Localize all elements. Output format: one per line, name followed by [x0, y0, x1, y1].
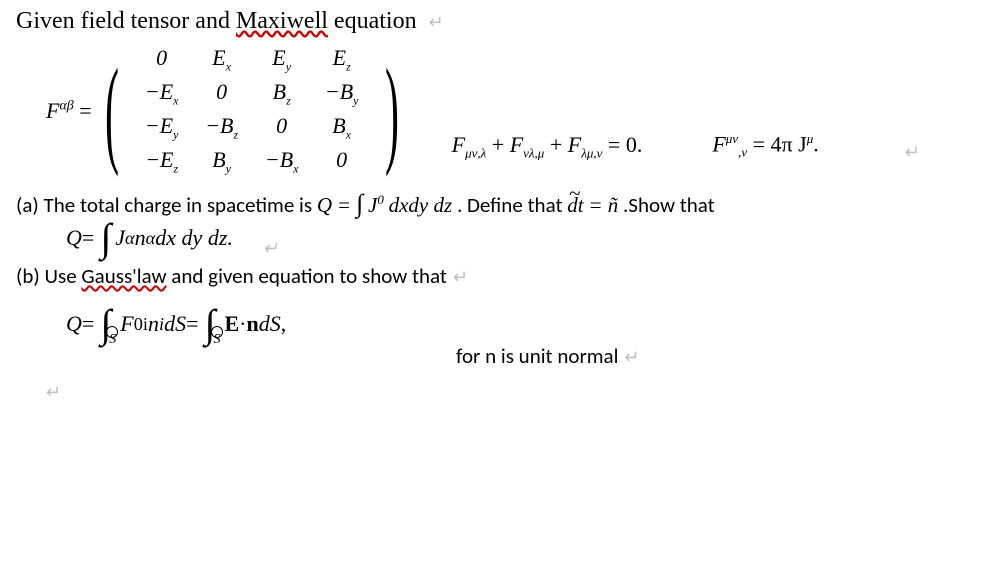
eq-b-nn: n	[247, 311, 259, 337]
eq-b-Q: Q	[66, 311, 82, 337]
matrix-grid: 0 Ex Ey Ez −Ex 0 Bz −By −Ey −Bz 0 Bx −Ez…	[132, 43, 372, 179]
eq-b-eq1: =	[82, 311, 94, 337]
intro-suffix: equation	[328, 8, 423, 34]
eq-b-F-sup: 0i	[134, 314, 148, 335]
matrix-lhs: Fαβ =	[46, 98, 92, 124]
m01: Ex	[192, 45, 252, 74]
eq-b-dS1: dS	[164, 311, 186, 337]
eq-b-E: E	[224, 311, 239, 337]
m03: Ez	[312, 45, 372, 74]
bianchi-identity: Fμν,λ + Fνλ,μ + Fλμ,ν = 0.	[452, 132, 643, 161]
part-b-wavy: Gauss'law	[81, 263, 166, 289]
eq-a-display: Q = ∫ Jαnα dx dy dz. ↵	[66, 225, 989, 251]
return-icon: ↵	[263, 237, 278, 259]
m32: −Bx	[252, 147, 312, 176]
m10: −Ex	[132, 79, 192, 108]
eq-a-eq: =	[82, 225, 94, 251]
eq-b-comma: ,	[281, 311, 287, 337]
intro-prefix: Given field tensor and	[16, 8, 236, 34]
intro-line: Given field tensor and Maxiwell equation…	[16, 8, 989, 35]
eq-b-S2: S	[213, 332, 220, 348]
part-a-dt: dt	[567, 193, 583, 217]
return-icon: ↵	[905, 142, 920, 163]
eq-b-eq2: =	[186, 311, 198, 337]
return-icon: ↵	[453, 266, 468, 288]
eq-b-F: F	[120, 311, 133, 337]
m30: −Ez	[132, 147, 192, 176]
m20: −Ey	[132, 113, 192, 142]
return-icon: ↵	[624, 346, 639, 368]
eq-b-n: n	[148, 311, 159, 337]
part-a-n: ñ	[608, 193, 619, 217]
part-a-Q: Q	[317, 193, 332, 217]
trail-text: for n is unit normal ↵	[456, 343, 640, 369]
eq-b-row: Q = ∫S F0ini dS = ∫S E · n dS,	[16, 295, 989, 343]
eq-b-S1: S	[109, 332, 116, 348]
m22: 0	[252, 113, 312, 142]
part-a-J-sup: 0	[377, 192, 384, 207]
matrix-close-paren: )	[385, 57, 399, 165]
part-a-meas: dxdy dz	[389, 193, 453, 217]
m00: 0	[132, 45, 192, 74]
part-a-after: . Define that	[457, 192, 567, 218]
matrix-eq: =	[74, 98, 92, 123]
part-a-eq1: =	[337, 193, 356, 217]
m13: −By	[312, 79, 372, 108]
part-b-text: (b) Use Gauss'law and given equation to …	[16, 263, 989, 289]
eq-a-n-sub: α	[146, 228, 156, 249]
int-icon: ∫	[356, 189, 363, 218]
return-icon: ↵	[429, 11, 444, 33]
eq-a-n: n	[135, 225, 146, 251]
m23: Bx	[312, 113, 372, 142]
int-icon: ∫	[100, 226, 111, 250]
matrix-F: F	[46, 98, 59, 123]
matrix-F-sup: αβ	[59, 99, 73, 114]
field-tensor-matrix: Fαβ = ( 0 Ex Ey Ez −Ex 0 Bz −By −Ey −Bz …	[46, 43, 412, 179]
part-b-post: and given equation to show that	[167, 263, 447, 289]
part-a-eq2: =	[588, 193, 607, 217]
part-b-pre: (b) Use	[16, 263, 81, 289]
field-tensor-row: Fαβ = ( 0 Ex Ey Ez −Ex 0 Bz −By −Ey −Bz …	[46, 43, 989, 179]
matrix-open-paren: (	[105, 57, 119, 165]
return-icon: ↵	[46, 381, 989, 403]
eq-b-dot: ·	[239, 311, 246, 337]
part-a-text: (a) The total charge in spacetime is Q =…	[16, 189, 989, 219]
eq-a-Q: Q	[66, 225, 82, 251]
eq-a-J: J	[115, 225, 125, 251]
part-a-label: (a) The total charge in spacetime is	[16, 192, 317, 218]
part-a-tail: .Show that	[623, 192, 715, 218]
eq-a-meas: dx dy dz.	[155, 225, 233, 251]
trail-label: for n is unit normal	[456, 343, 618, 369]
m12: Bz	[252, 79, 312, 108]
part-a-J: J	[368, 193, 377, 217]
eq-a-J-sup: α	[125, 228, 135, 249]
m21: −Bz	[192, 113, 252, 142]
m31: By	[192, 147, 252, 176]
eq-b-dS2: dS	[259, 311, 281, 337]
m33: 0	[312, 147, 372, 176]
intro-wavy: Maxiwell	[236, 8, 328, 34]
eq-b-display: Q = ∫S F0ini dS = ∫S E · n dS,	[66, 311, 286, 337]
m11: 0	[192, 79, 252, 108]
m02: Ey	[252, 45, 312, 74]
source-equation: Fμν,ν = 4π Jμ.	[712, 131, 818, 161]
maxwell-equations: Fμν,λ + Fνλ,μ + Fλμ,ν = 0. Fμν,ν = 4π Jμ…	[452, 131, 920, 179]
